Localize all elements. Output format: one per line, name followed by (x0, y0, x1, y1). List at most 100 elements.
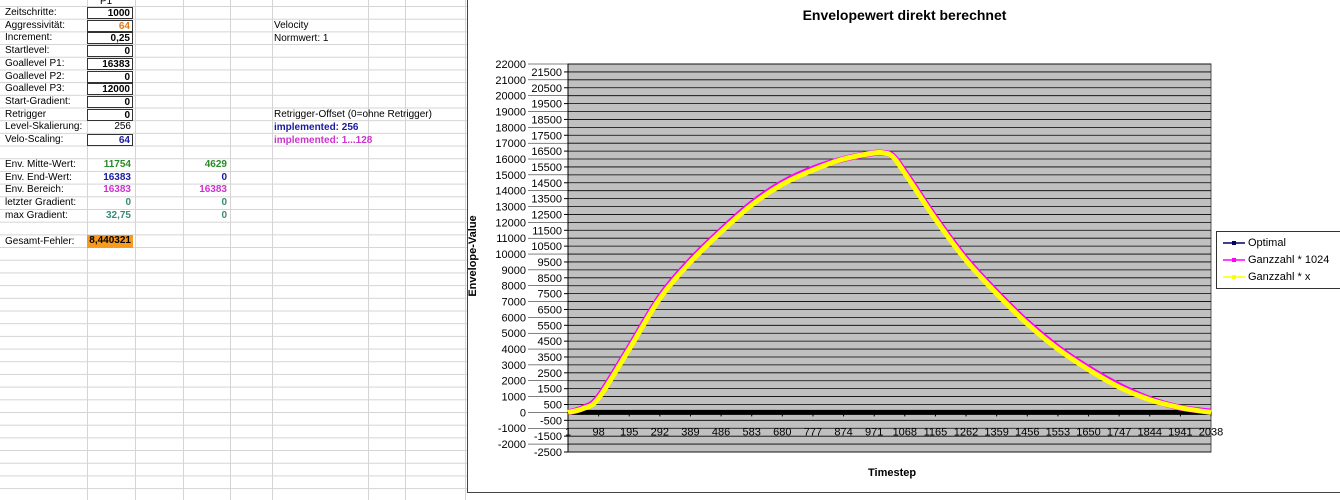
y-tick-label: 6500 (538, 304, 562, 316)
y-tick-label: 7500 (538, 289, 562, 301)
x-tick-label: 1 (565, 426, 571, 438)
y-tick-label: 13500 (531, 194, 562, 206)
y-tick-label: 19000 (495, 107, 526, 119)
result-value-p1[interactable]: 0 (125, 197, 131, 209)
legend-label: Ganzzahl * x (1248, 271, 1311, 283)
y-tick-label: 1500 (538, 384, 562, 396)
param-value-input[interactable]: 12000 (87, 83, 133, 96)
implemented-256-note[interactable]: implemented: 256 (274, 122, 359, 133)
x-tick-label: 583 (743, 426, 761, 438)
result-label[interactable]: Env. Bereich: (5, 184, 64, 196)
param-value-input[interactable]: 0 (87, 70, 133, 83)
param-label[interactable]: Aggressivität: (5, 19, 66, 31)
x-axis-label: Timestep (868, 467, 917, 479)
param-label[interactable]: Goallevel P1: (5, 57, 65, 69)
result-label[interactable]: Env. End-Wert: (5, 171, 72, 183)
result-value-p1[interactable]: 11754 (103, 159, 131, 170)
y-tick-label: 18000 (495, 122, 526, 134)
param-label[interactable]: Startlevel: (5, 45, 50, 57)
x-tick-label: 486 (712, 426, 730, 438)
legend-marker-icon (1223, 258, 1245, 263)
param-label[interactable]: Velo-Scaling: (5, 134, 64, 145)
y-tick-label: 3500 (538, 352, 562, 364)
y-tick-label: 20500 (531, 83, 562, 95)
param-value-input[interactable]: 64 (87, 19, 133, 32)
y-tick-label: 17500 (531, 130, 562, 142)
retrigger-note[interactable]: Retrigger-Offset (0=ohne Retrigger) (274, 109, 432, 120)
x-tick-label: 1165 (924, 426, 948, 438)
y-tick-label: 16000 (495, 154, 526, 166)
y-tick-label: -2000 (498, 439, 526, 451)
param-value-input[interactable]: 16383 (87, 57, 133, 70)
result-value-p1[interactable]: 32,75 (105, 209, 131, 221)
y-tick-label: 15000 (495, 170, 526, 182)
y-tick-label: 1000 (502, 392, 526, 404)
param-value-input[interactable]: 0 (87, 95, 133, 108)
total-error-label[interactable]: Gesamt-Fehler: (5, 236, 75, 247)
param-value-input[interactable]: 1000 (87, 7, 133, 19)
x-tick-label: 1844 (1138, 426, 1162, 438)
param-label[interactable]: Level-Skalierung: (5, 121, 83, 133)
normwert-label[interactable]: Normwert: 1 (274, 33, 329, 44)
y-tick-label: 9500 (538, 257, 562, 269)
velocity-label[interactable]: Velocity (274, 20, 309, 31)
y-tick-label: 6000 (502, 312, 526, 324)
result-value-p1[interactable]: 16383 (103, 184, 131, 196)
result-value-p2[interactable]: 4629 (204, 159, 227, 170)
param-value-input[interactable]: 256 (114, 121, 131, 133)
y-tick-label: -2500 (534, 447, 562, 459)
y-tick-label: -1000 (498, 423, 526, 435)
y-tick-label: 7000 (502, 297, 526, 309)
total-error-value[interactable]: 8,440321 (87, 235, 133, 248)
chart-title: Envelopewert direkt berechnet (802, 7, 1007, 23)
result-label[interactable]: letzter Gradient: (5, 197, 77, 209)
envelope-chart[interactable]: Envelopewert direkt berechnet Envelope-V… (467, 0, 1340, 493)
param-label[interactable]: Zeitschritte: (5, 7, 57, 18)
y-tick-label: 15500 (531, 162, 562, 174)
chart-legend[interactable]: Optimal Ganzzahl * 1024 Ganzzahl * x (1216, 231, 1340, 289)
y-tick-label: 14500 (531, 178, 562, 190)
result-value-p2[interactable]: 0 (221, 171, 227, 183)
x-tick-label: 195 (620, 426, 638, 438)
y-tick-label: 4000 (502, 344, 526, 356)
legend-label: Optimal (1248, 237, 1286, 249)
y-tick-label: -1500 (534, 431, 562, 443)
legend-item[interactable]: Optimal (1223, 236, 1286, 250)
param-label[interactable]: Retrigger (5, 108, 47, 120)
legend-marker-icon (1223, 241, 1245, 246)
spreadsheet-grid[interactable] (0, 0, 467, 500)
implemented-128-note[interactable]: implemented: 1...128 (274, 135, 373, 146)
x-tick-label: 1650 (1076, 426, 1100, 438)
y-tick-label: 0 (520, 407, 526, 419)
x-tick-label: 1456 (1015, 426, 1039, 438)
result-label[interactable]: Env. Mitte-Wert: (5, 159, 76, 170)
legend-item[interactable]: Ganzzahl * 1024 (1223, 253, 1329, 267)
x-tick-label: 971 (865, 426, 883, 438)
param-label[interactable]: Start-Gradient: (5, 95, 71, 107)
y-tick-label: 8500 (538, 273, 562, 285)
y-tick-label: 11500 (532, 225, 562, 237)
param-value-input[interactable]: 0 (87, 108, 133, 121)
x-tick-label: 777 (804, 426, 822, 438)
result-value-p2[interactable]: 16383 (199, 184, 227, 196)
result-label[interactable]: max Gradient: (5, 209, 68, 221)
result-value-p1[interactable]: 16383 (103, 171, 131, 183)
param-value-input[interactable]: 0 (87, 45, 133, 58)
y-tick-label: 22000 (495, 59, 526, 71)
y-tick-label: -500 (540, 415, 562, 427)
y-tick-label: 14000 (495, 186, 526, 198)
y-tick-label: 16500 (531, 146, 562, 158)
legend-item[interactable]: Ganzzahl * x (1223, 270, 1310, 284)
param-label[interactable]: Goallevel P2: (5, 70, 65, 82)
x-tick-label: 1359 (984, 426, 1008, 438)
x-tick-label: 680 (773, 426, 791, 438)
result-value-p2[interactable]: 0 (221, 197, 227, 209)
series-ganzzahl-x (567, 149, 1212, 415)
x-tick-label: 1747 (1107, 426, 1131, 438)
param-label[interactable]: Increment: (5, 32, 53, 44)
param-value-input[interactable]: 0,25 (87, 32, 133, 45)
param-label[interactable]: Goallevel P3: (5, 83, 65, 95)
result-value-p2[interactable]: 0 (221, 209, 227, 221)
plot-background (567, 63, 1212, 453)
param-value-input[interactable]: 64 (87, 134, 133, 146)
